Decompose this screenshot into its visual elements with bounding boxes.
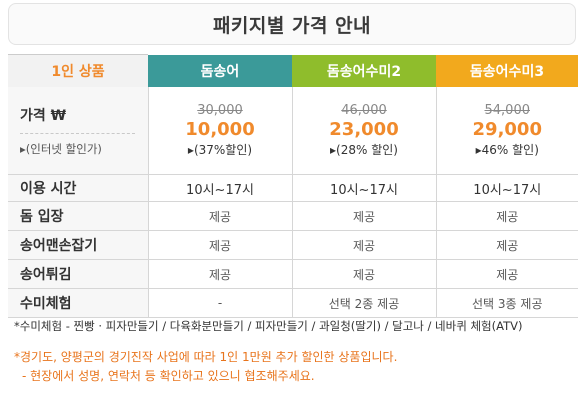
row-value: 제공 (291, 230, 436, 260)
price-table: 1인 상품 돔송어 돔송어수미2 돔송어수미3 가격 ₩ ▸(인터넷 할인가) … (8, 54, 578, 318)
sale-price: 29,000 (472, 118, 542, 140)
table-row: 이용 시간 10시~17시 10시~17시 10시~17시 (8, 174, 578, 202)
discount-rate: ▸46% 할인) (475, 142, 539, 157)
price-cell: 54,000 29,000 ▸46% 할인) (435, 87, 578, 175)
row-value: 선택 2종 제공 (291, 288, 436, 318)
row-value: 10시~17시 (435, 174, 578, 202)
price-label: 가격 ₩ (20, 107, 67, 124)
price-label-cell: 가격 ₩ ▸(인터넷 할인가) (8, 87, 148, 175)
price-row: 가격 ₩ ▸(인터넷 할인가) 30,000 10,000 ▸(37%할인) 4… (8, 87, 578, 175)
row-label: 송어튀김 (8, 259, 148, 289)
row-value: 제공 (147, 230, 292, 260)
header-single-product: 1인 상품 (8, 54, 148, 87)
discount-notice-line-1: *경기도, 양평군의 경기진작 사업에 따라 1인 1만원 추가 할인한 상품입… (14, 350, 398, 364)
discount-rate: ▸(28% 할인) (330, 142, 398, 157)
table-row: 돔 입장 제공 제공 제공 (8, 201, 578, 231)
header-package-2: 돔송어수미2 (292, 54, 436, 87)
discount-notice: *경기도, 양평군의 경기진작 사업에 따라 1인 1만원 추가 할인한 상품입… (14, 348, 397, 386)
original-price: 30,000 (197, 102, 243, 118)
discount-rate: ▸(37%할인) (187, 142, 253, 157)
sale-price: 23,000 (329, 118, 399, 140)
table-header-row: 1인 상품 돔송어 돔송어수미2 돔송어수미3 (8, 54, 578, 87)
row-value: 선택 3종 제공 (435, 288, 578, 318)
row-value: 제공 (435, 259, 578, 289)
sale-price: 10,000 (185, 118, 255, 140)
row-label: 돔 입장 (8, 201, 148, 231)
experience-note: *수미체험 - 찐빵 · 피자만들기 / 다육화분만들기 / 피자만들기 / 과… (14, 319, 523, 333)
table-row: 수미체험 - 선택 2종 제공 선택 3종 제공 (8, 288, 578, 318)
row-label: 이용 시간 (8, 174, 148, 202)
row-value: 제공 (147, 201, 292, 231)
table-row: 송어튀김 제공 제공 제공 (8, 259, 578, 289)
price-divider (20, 132, 135, 134)
row-value: 제공 (147, 259, 292, 289)
row-value: - (147, 288, 292, 318)
page-title: 패키지별 가격 안내 (8, 3, 576, 45)
row-value: 제공 (291, 201, 436, 231)
price-sub-label: ▸(인터넷 할인가) (20, 141, 102, 156)
row-label: 송어맨손잡기 (8, 230, 148, 260)
original-price: 54,000 (484, 102, 531, 118)
original-price: 46,000 (341, 102, 387, 118)
row-label: 수미체험 (8, 288, 148, 318)
price-cell: 30,000 10,000 ▸(37%할인) (147, 87, 292, 175)
price-cell: 46,000 23,000 ▸(28% 할인) (291, 87, 436, 175)
row-value: 제공 (435, 201, 578, 231)
row-value: 제공 (435, 230, 578, 260)
discount-notice-line-2: - 현장에서 성명, 연락처 등 확인하고 있으니 협조해주세요. (22, 369, 315, 383)
table-row: 송어맨손잡기 제공 제공 제공 (8, 230, 578, 260)
row-value: 10시~17시 (147, 174, 292, 202)
header-package-1: 돔송어 (148, 54, 292, 87)
header-package-3: 돔송어수미3 (436, 54, 578, 87)
row-value: 제공 (291, 259, 436, 289)
row-value: 10시~17시 (291, 174, 436, 202)
